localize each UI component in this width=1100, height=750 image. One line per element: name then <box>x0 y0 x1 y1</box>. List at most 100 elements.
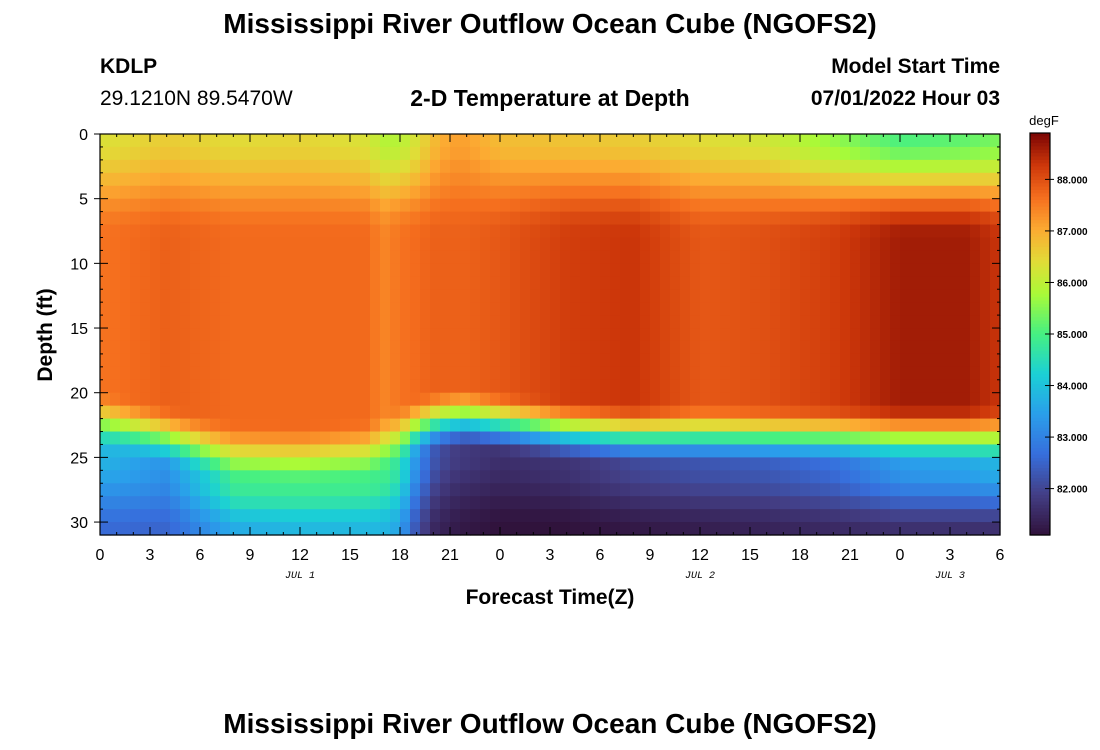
heatmap-cell <box>900 224 911 239</box>
heatmap-cell <box>900 289 911 303</box>
heatmap-cell <box>300 444 311 458</box>
heatmap-cell <box>200 496 211 510</box>
heatmap-cell <box>290 431 301 446</box>
colorbar-segment <box>1030 280 1050 285</box>
heatmap-cell <box>880 392 891 407</box>
heatmap-cell <box>140 522 151 536</box>
heatmap-cell <box>950 522 961 536</box>
heatmap-cell <box>830 340 841 355</box>
heatmap-cell <box>510 263 521 277</box>
heatmap-cell <box>480 431 491 446</box>
heatmap-cell <box>970 405 981 420</box>
heatmap-cell <box>780 366 791 381</box>
heatmap-cell <box>210 146 221 161</box>
heatmap-cell <box>160 289 171 303</box>
heatmap-cell <box>770 328 781 342</box>
heatmap-cell <box>600 211 611 226</box>
heatmap-cell <box>970 444 981 458</box>
heatmap-cell <box>530 146 541 161</box>
heatmap-cell <box>550 263 561 277</box>
heatmap-cell <box>410 379 421 394</box>
heatmap-cell <box>930 405 941 420</box>
heatmap-cell <box>220 353 231 368</box>
heatmap-cell <box>780 392 791 407</box>
heatmap-cell <box>440 522 451 536</box>
heatmap-cell <box>990 509 1001 523</box>
heatmap-cell <box>840 172 851 187</box>
heatmap-cell <box>720 302 731 316</box>
heatmap-cell <box>640 392 651 407</box>
heatmap-cell <box>940 379 951 394</box>
heatmap-cell <box>120 431 131 446</box>
heatmap-cell <box>860 211 871 226</box>
heatmap-cell <box>160 185 171 200</box>
heatmap-cell <box>680 366 691 381</box>
heatmap-cell <box>870 134 881 148</box>
heatmap-cell <box>740 483 751 497</box>
colorbar-segment <box>1030 300 1050 305</box>
heatmap-cell <box>630 509 641 523</box>
heatmap-cell <box>140 211 151 226</box>
heatmap-cell <box>230 405 241 420</box>
heatmap-cell <box>330 366 341 381</box>
heatmap-cell <box>640 470 651 484</box>
heatmap-cell <box>150 509 161 523</box>
heatmap-cell <box>620 470 631 484</box>
heatmap-cell <box>780 224 791 239</box>
heatmap-cell <box>810 431 821 446</box>
heatmap-cell <box>170 522 181 536</box>
heatmap-cell <box>980 263 991 277</box>
heatmap-cell <box>530 263 541 277</box>
heatmap-cell <box>430 457 441 471</box>
heatmap-cell <box>300 185 311 200</box>
heatmap-cell <box>610 211 621 226</box>
heatmap-cell <box>420 379 431 394</box>
heatmap-cell <box>530 276 541 290</box>
heatmap-cell <box>480 522 491 536</box>
heatmap-cell <box>280 457 291 471</box>
heatmap-cell <box>270 198 281 213</box>
heatmap-cell <box>980 328 991 342</box>
heatmap-cell <box>560 250 571 264</box>
heatmap-cell <box>450 237 461 252</box>
heatmap-cell <box>950 185 961 200</box>
colorbar-segment <box>1030 494 1050 499</box>
heatmap-cell <box>540 457 551 471</box>
heatmap-cell <box>400 418 411 433</box>
heatmap-cell <box>510 509 521 523</box>
x-tick-label: 0 <box>896 547 905 564</box>
heatmap-cell <box>650 172 661 187</box>
heatmap-cell <box>370 315 381 329</box>
heatmap-cell <box>420 172 431 187</box>
heatmap-cell <box>610 470 621 484</box>
heatmap-cell <box>330 289 341 303</box>
heatmap-cell <box>880 250 891 264</box>
heatmap-cell <box>660 315 671 329</box>
heatmap-cell <box>370 289 381 303</box>
heatmap-cell <box>690 379 701 394</box>
heatmap-cell <box>660 522 671 536</box>
heatmap-cell <box>570 496 581 510</box>
heatmap-cell <box>350 418 361 433</box>
heatmap-cell <box>880 496 891 510</box>
heatmap-cell <box>540 302 551 316</box>
heatmap-cell <box>280 483 291 497</box>
heatmap-cell <box>520 340 531 355</box>
heatmap-cell <box>290 418 301 433</box>
heatmap-cell <box>220 392 231 407</box>
heatmap-cell <box>350 250 361 264</box>
heatmap-cell <box>790 276 801 290</box>
heatmap-cell <box>640 172 651 187</box>
heatmap-cell <box>250 146 261 161</box>
heatmap-cell <box>870 146 881 161</box>
heatmap-cell <box>810 302 821 316</box>
heatmap-cell <box>720 405 731 420</box>
heatmap-cell <box>360 302 371 316</box>
heatmap-cell <box>520 431 531 446</box>
heatmap-cell <box>270 340 281 355</box>
heatmap-cell <box>390 172 401 187</box>
heatmap-cell <box>670 172 681 187</box>
heatmap-cell <box>290 224 301 239</box>
heatmap-cell <box>670 289 681 303</box>
